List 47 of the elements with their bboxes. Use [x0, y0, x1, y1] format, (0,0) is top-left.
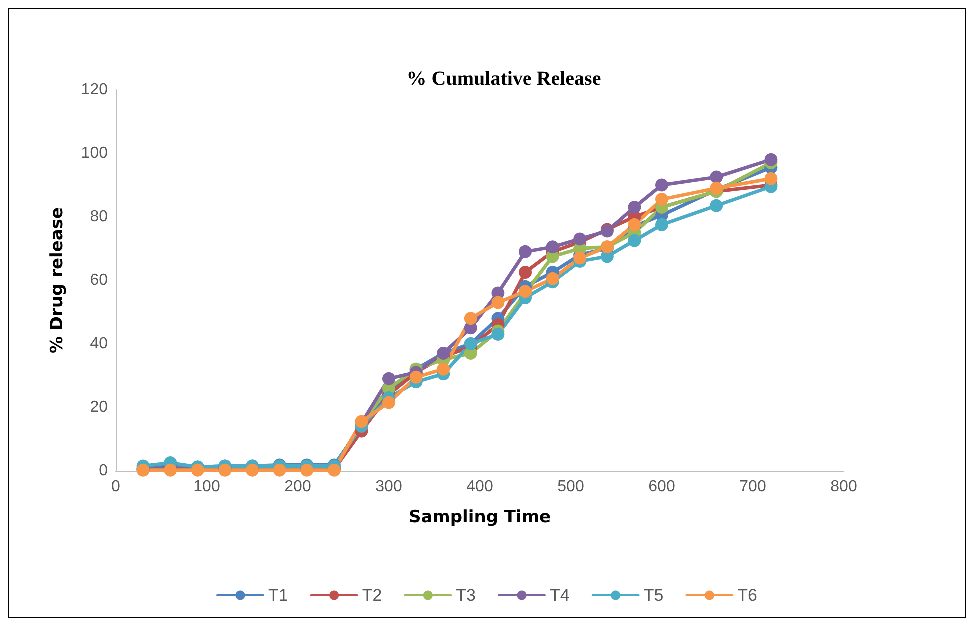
point — [656, 218, 668, 232]
y-tick-label: 80 — [90, 208, 108, 226]
point — [464, 312, 478, 326]
point — [519, 245, 532, 258]
x-tick-label: 0 — [112, 478, 121, 496]
x-tick-label: 100 — [194, 478, 220, 496]
point — [492, 328, 505, 341]
point — [628, 200, 642, 214]
point — [656, 193, 668, 206]
point — [546, 240, 560, 254]
x-tick-label: 600 — [648, 478, 676, 496]
legend-label: T1 — [268, 586, 288, 605]
point — [656, 178, 668, 192]
point — [382, 372, 396, 386]
point — [628, 234, 642, 248]
point — [410, 370, 423, 384]
y-tick-label: 20 — [90, 399, 108, 416]
point — [710, 170, 724, 184]
x-tick-label: 300 — [376, 478, 402, 496]
legend-label: T2 — [362, 586, 382, 605]
point — [519, 266, 532, 280]
point — [574, 252, 587, 265]
legend-label: T4 — [550, 586, 570, 605]
y-tick-label: 120 — [81, 82, 108, 98]
point — [382, 396, 396, 410]
legend-label: T3 — [456, 586, 476, 605]
y-tick-label: 0 — [99, 462, 108, 480]
point — [574, 232, 587, 246]
x-tick-label: 800 — [830, 478, 858, 496]
y-tick-label: 40 — [90, 336, 108, 352]
y-tick-label: 100 — [81, 145, 108, 162]
point — [764, 172, 778, 186]
chart-title: % Cumulative Release — [406, 68, 602, 90]
legend-label: T6 — [738, 586, 758, 605]
point — [492, 296, 505, 310]
x-tick-label: 400 — [466, 478, 494, 496]
x-axis-title: Sampling Time — [408, 508, 552, 528]
y-axis-title: % Drug release — [48, 207, 68, 354]
x-tick-label: 700 — [740, 478, 766, 496]
x-tick-label: 500 — [558, 478, 584, 496]
point — [710, 199, 724, 212]
point — [546, 272, 560, 286]
point — [437, 362, 450, 376]
x-tick-label: 200 — [284, 478, 312, 496]
point — [764, 153, 778, 166]
y-tick-label: 60 — [90, 272, 108, 289]
legend-label: T5 — [644, 586, 664, 605]
